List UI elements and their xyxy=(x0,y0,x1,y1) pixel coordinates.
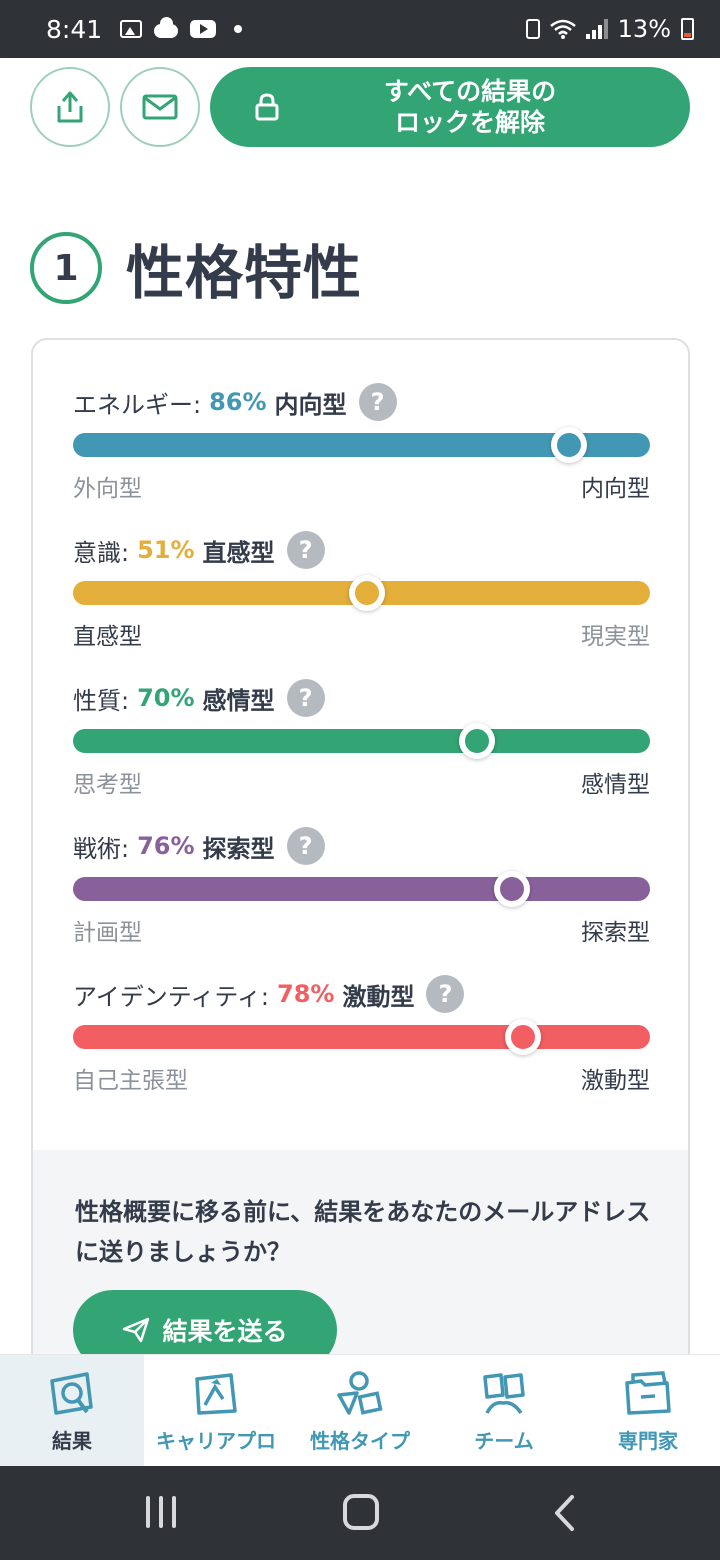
status-bar: 8:41 13% xyxy=(0,0,720,58)
trait-label: 戦術: xyxy=(73,834,130,863)
trait-right-pole: 探索型 xyxy=(581,920,650,946)
trait-percent: 86% xyxy=(209,388,267,416)
magnifier-icon xyxy=(50,1372,93,1415)
shapes-icon xyxy=(337,1371,383,1415)
image-notification-icon xyxy=(120,20,143,38)
help-icon[interactable]: ? xyxy=(286,679,325,717)
trait-knob xyxy=(349,575,386,611)
nav-label: 結果 xyxy=(52,1429,92,1453)
trait-type: 直感型 xyxy=(202,538,275,567)
team-icon xyxy=(483,1373,525,1415)
help-icon[interactable]: ? xyxy=(286,827,325,865)
trait-label: 意識: xyxy=(73,538,130,567)
nav-label: 性格タイプ xyxy=(310,1429,410,1453)
trait-percent: 70% xyxy=(137,684,195,712)
email-results-box: 性格概要に移る前に、結果をあなたのメールアドレスに送りましょうか？ 結果を送る xyxy=(33,1150,688,1366)
trait-percent: 78% xyxy=(277,980,335,1008)
unlock-all-results-button[interactable]: すべての結果の ロックを解除 xyxy=(210,67,690,147)
trait-type: 感情型 xyxy=(202,686,275,715)
home-icon[interactable] xyxy=(343,1494,379,1530)
section-title: 性格特性 xyxy=(126,239,363,307)
send-results-button[interactable]: 結果を送る xyxy=(73,1290,337,1366)
trait-type: 探索型 xyxy=(202,834,275,863)
paper-plane-icon xyxy=(123,1317,150,1343)
trait-left-pole: 外向型 xyxy=(73,476,142,502)
youtube-icon xyxy=(190,20,217,38)
nav-label: キャリアプロ xyxy=(156,1429,276,1453)
lock-icon xyxy=(255,93,279,121)
notification-icons xyxy=(120,17,243,38)
trait-nature: 性質: 70% 感情型 ? 思考型 感情型 xyxy=(73,678,650,799)
trait-label: エネルギー: xyxy=(73,390,202,419)
unlock-label: すべての結果の ロックを解除 xyxy=(383,77,557,137)
help-icon[interactable]: ? xyxy=(286,531,325,569)
battery-saver-icon xyxy=(525,19,540,39)
trait-left-pole: 自己主張型 xyxy=(73,1068,188,1094)
results-header: すべての結果の ロックを解除 xyxy=(0,58,720,158)
nav-label: チーム xyxy=(474,1429,534,1453)
email-prompt: 性格概要に移る前に、結果をあなたのメールアドレスに送りましょうか？ xyxy=(75,1198,651,1266)
traits-card: エネルギー: 86% 内向型 ? 外向型 内向型 意識: 51% 直感型 ? xyxy=(31,338,690,1368)
nav-label: 専門家 xyxy=(618,1429,678,1453)
trait-knob xyxy=(505,1019,542,1055)
more-notifications-dot-icon xyxy=(234,25,243,33)
trait-left-pole: 思考型 xyxy=(73,772,142,798)
signal-icon xyxy=(585,19,608,39)
help-icon[interactable]: ? xyxy=(358,383,397,421)
help-icon[interactable]: ? xyxy=(426,975,465,1013)
main-content: 1 性格特性 エネルギー: 86% 内向型 ? 外向型 内向型 意識: 51% … xyxy=(0,158,720,1368)
trait-type: 内向型 xyxy=(274,390,347,419)
trait-tactics: 戦術: 76% 探索型 ? 計画型 探索型 xyxy=(73,826,650,947)
nav-results[interactable]: 結果 xyxy=(0,1355,144,1466)
status-time: 8:41 xyxy=(46,14,103,44)
cloud-icon xyxy=(154,17,179,38)
trait-knob xyxy=(551,427,588,463)
section-number: 1 xyxy=(30,232,102,304)
trait-right-pole: 感情型 xyxy=(581,772,650,798)
trait-bar xyxy=(73,871,650,907)
trait-right-pole: 内向型 xyxy=(581,476,650,502)
trait-right-pole: 激動型 xyxy=(581,1068,650,1094)
share-button[interactable] xyxy=(30,67,110,147)
trait-percent: 76% xyxy=(137,832,195,860)
status-right: 13% xyxy=(525,15,694,43)
nav-career[interactable]: キャリアプロ xyxy=(144,1355,288,1466)
folder-icon xyxy=(625,1371,671,1415)
battery-percent: 13% xyxy=(617,15,671,43)
trait-bar xyxy=(73,427,650,463)
nav-team[interactable]: チーム xyxy=(432,1355,576,1466)
android-nav-bar xyxy=(0,1466,720,1560)
wifi-icon xyxy=(549,19,576,39)
recent-apps-icon[interactable] xyxy=(146,1496,176,1528)
nav-personality-types[interactable]: 性格タイプ xyxy=(288,1355,432,1466)
trait-left-pole: 計画型 xyxy=(73,920,142,946)
battery-icon xyxy=(681,18,694,40)
trait-bar xyxy=(73,1019,650,1055)
section-header: 1 性格特性 xyxy=(30,226,362,310)
trait-percent: 51% xyxy=(137,536,195,564)
mail-icon xyxy=(142,94,178,120)
bottom-nav: 結果 キャリアプロ 性格タイプ チーム 専門家 xyxy=(0,1354,720,1466)
trait-bar xyxy=(73,575,650,611)
trait-knob xyxy=(493,871,530,907)
trait-identity: アイデンティティ: 78% 激動型 ? 自己主張型 激動型 xyxy=(73,974,650,1095)
trait-mind: 意識: 51% 直感型 ? 直感型 現実型 xyxy=(73,530,650,651)
map-icon xyxy=(195,1373,237,1415)
trait-label: 性質: xyxy=(73,686,130,715)
trait-label: アイデンティティ: xyxy=(73,982,270,1011)
trait-knob xyxy=(458,723,495,759)
trait-energy: エネルギー: 86% 内向型 ? 外向型 内向型 xyxy=(73,382,650,503)
email-button[interactable] xyxy=(120,67,200,147)
trait-right-pole: 現実型 xyxy=(581,624,650,650)
trait-left-pole: 直感型 xyxy=(73,624,142,650)
share-icon xyxy=(57,91,83,123)
trait-type: 激動型 xyxy=(342,982,415,1011)
trait-bar xyxy=(73,723,650,759)
nav-experts[interactable]: 専門家 xyxy=(576,1355,720,1466)
send-results-label: 結果を送る xyxy=(162,1317,288,1346)
back-icon[interactable] xyxy=(552,1494,576,1532)
